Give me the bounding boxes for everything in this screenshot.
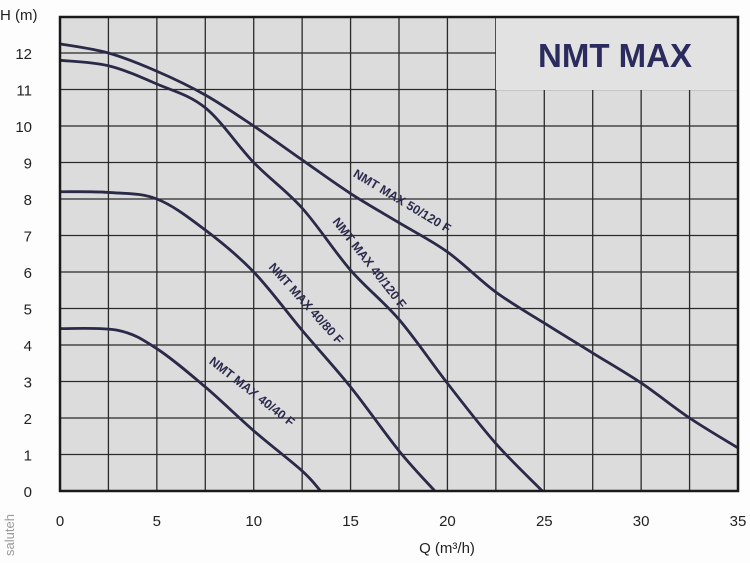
x-tick-label: 10 (245, 513, 262, 530)
series-curve (59, 326, 322, 492)
x-axis-label: Q (m³/h) (419, 540, 475, 557)
title-box (496, 18, 737, 90)
watermark: saluteh (2, 514, 17, 556)
series-curve (59, 190, 436, 492)
y-tick-label: 5 (24, 302, 32, 319)
y-axis-label: H (m) (0, 7, 38, 24)
y-tick-label: 10 (15, 119, 32, 136)
curves (59, 42, 739, 492)
y-tick-label: 0 (24, 484, 32, 501)
x-tick-label: 20 (439, 513, 456, 530)
y-tick-label: 8 (24, 192, 32, 209)
y-tick-label: 7 (24, 229, 32, 246)
y-tick-label: 6 (24, 265, 32, 282)
y-tick-label: 2 (24, 411, 32, 428)
y-tick-label: 12 (15, 46, 32, 63)
x-tick-label: 15 (342, 513, 359, 530)
x-tick-label: 35 (730, 513, 747, 530)
chart-title: NMT MAX (538, 37, 692, 74)
x-tick-label: 30 (633, 513, 650, 530)
y-tick-label: 9 (24, 156, 32, 173)
plot-frame (58, 15, 740, 493)
y-tick-label: 4 (24, 338, 32, 355)
y-tick-label: 11 (16, 83, 32, 100)
x-tick-label: 25 (536, 513, 553, 530)
x-tick-label: 0 (56, 513, 64, 530)
y-tick-label: 3 (24, 375, 32, 392)
x-tick-label: 5 (153, 513, 161, 530)
series-curve (59, 42, 739, 450)
y-tick-label: 1 (24, 448, 32, 465)
series-curve (59, 58, 544, 492)
x-axis-ticks: 0 5 10 15 20 25 30 35 (56, 513, 747, 530)
